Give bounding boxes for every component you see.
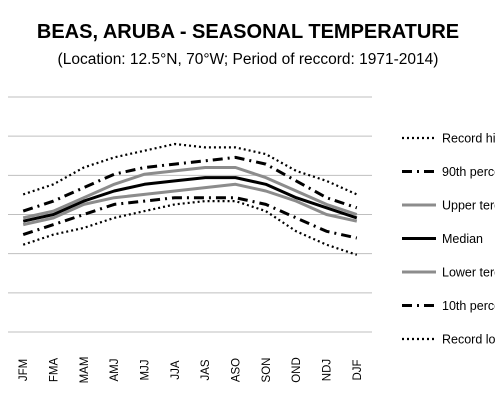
x-tick-label: SON	[261, 358, 273, 383]
series-line	[22, 176, 358, 223]
legend-label: 90th percentile	[442, 165, 495, 179]
chart-subtitle: (Location: 12.5°N, 70°W; Period of recco…	[58, 51, 439, 68]
x-tick-label: OND	[291, 357, 303, 383]
x-tick-label: NDJ	[322, 359, 334, 381]
chart-title: BEAS, ARUBA - SEASONAL TEMPERATURE	[37, 21, 459, 43]
legend-label: Upper tercile	[442, 199, 495, 213]
series-line	[22, 196, 358, 240]
series-lines	[22, 142, 358, 256]
legend-label: Lower tercile	[442, 266, 495, 280]
series-line	[22, 166, 358, 220]
x-tick-label: MJJ	[140, 359, 152, 380]
legend-label: Record low	[442, 333, 495, 347]
series-line	[22, 142, 358, 196]
x-tick-label: FMA	[49, 358, 61, 383]
legend-label: Record high	[442, 132, 495, 146]
series-line	[22, 155, 358, 213]
grid-lines	[8, 96, 372, 333]
x-tick-label: JJA	[170, 360, 182, 380]
x-tick-label: ASO	[231, 358, 243, 382]
x-tick-label: DJF	[352, 359, 364, 380]
series-line	[22, 200, 358, 256]
x-axis-tick-labels: JFM FMA MAM AMJ MJJ JJA JAS ASO SON OND NDJ DJF	[18, 357, 364, 384]
legend: Record high 90th percentile Upper tercile M…	[402, 132, 495, 347]
legend-label: 10th percentile	[442, 299, 495, 313]
x-tick-label: JFM	[18, 359, 30, 381]
series-line	[22, 182, 358, 227]
legend-label: Median	[442, 232, 483, 246]
x-tick-label: AMJ	[109, 359, 121, 382]
x-tick-label: JAS	[200, 359, 212, 380]
x-tick-label: MAM	[79, 357, 91, 384]
